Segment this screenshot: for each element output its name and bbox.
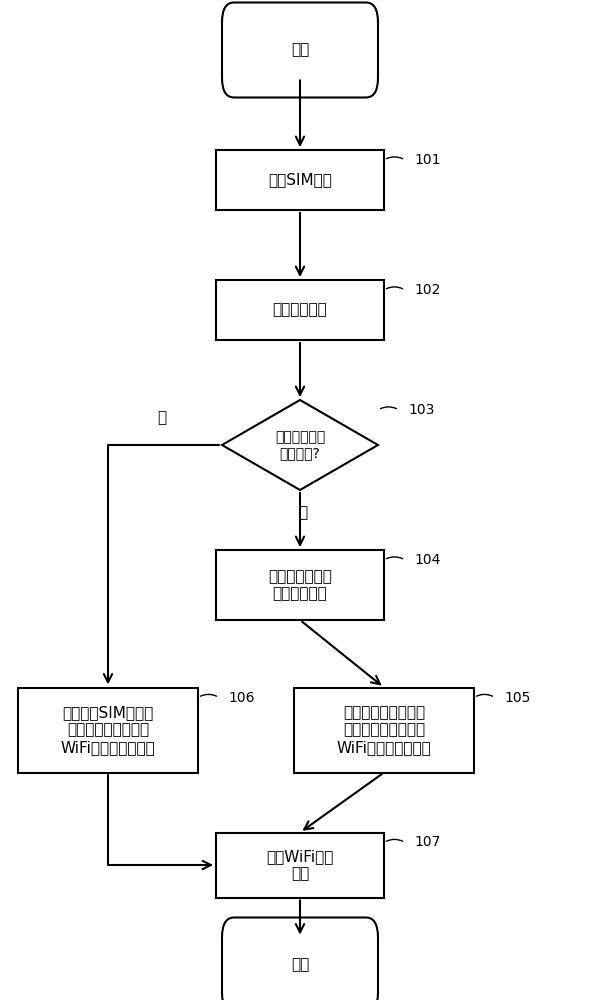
Text: 设置WiFi工作
信道: 设置WiFi工作 信道 [266,849,334,881]
Text: 连接无线网络: 连接无线网络 [272,302,328,318]
FancyBboxPatch shape [216,280,384,340]
Text: 102: 102 [414,283,440,297]
FancyBboxPatch shape [216,550,384,620]
FancyBboxPatch shape [216,832,384,898]
Text: 否: 否 [157,410,167,426]
Text: 读取SIM信息: 读取SIM信息 [268,172,332,188]
FancyBboxPatch shape [216,150,384,210]
Text: 结束: 结束 [291,958,309,972]
FancyBboxPatch shape [222,918,378,1000]
Polygon shape [222,400,378,490]
Text: 根据当前接入频段，
查询配置信息，获取
WiFi非干扰信道范围: 根据当前接入频段， 查询配置信息，获取 WiFi非干扰信道范围 [337,705,431,755]
FancyBboxPatch shape [18,688,198,772]
Text: 101: 101 [414,153,440,167]
Text: 103: 103 [408,403,434,417]
Text: 开始: 开始 [291,42,309,57]
Text: 根据当前SIM信息，
查询配置信息，获取
WiFi非干扰信道范围: 根据当前SIM信息， 查询配置信息，获取 WiFi非干扰信道范围 [61,705,155,755]
Text: 104: 104 [414,553,440,567]
FancyBboxPatch shape [294,688,474,772]
FancyBboxPatch shape [222,3,378,98]
Text: 获取当前无线网
络的接入频段: 获取当前无线网 络的接入频段 [268,569,332,601]
Text: 是: 是 [298,506,308,520]
Text: 107: 107 [414,836,440,850]
Text: 105: 105 [504,690,530,704]
Text: 连接无线网络
是否成功?: 连接无线网络 是否成功? [275,430,325,460]
Text: 106: 106 [228,690,254,704]
